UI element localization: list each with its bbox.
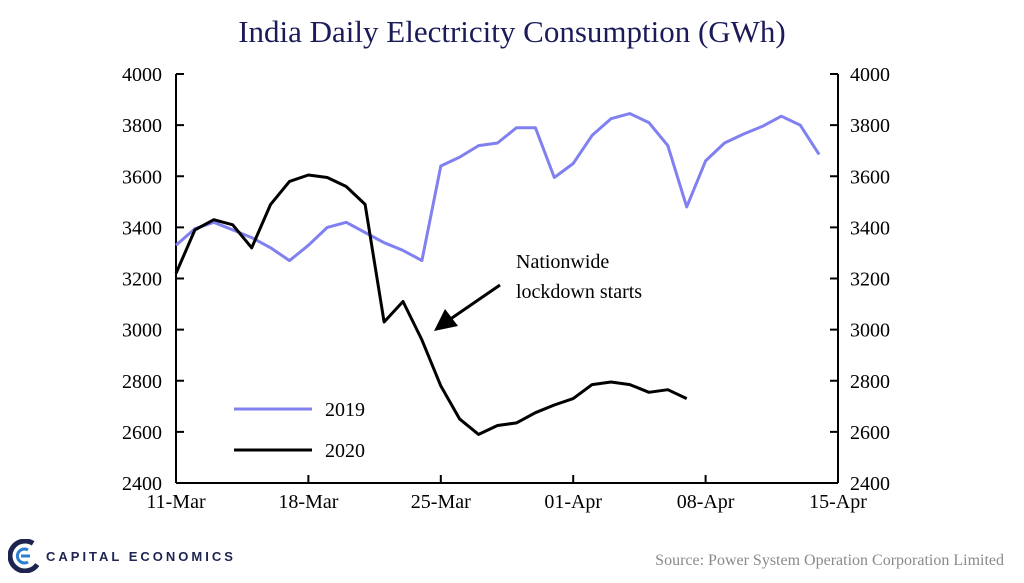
y-tick-label-right: 4000 [850, 64, 890, 86]
y-tick-label-left: 2800 [122, 371, 162, 393]
x-tick-label: 11-Mar [146, 491, 206, 513]
y-tick-label-right: 3000 [850, 320, 890, 342]
y-tick-label-right: 3600 [850, 166, 890, 188]
x-tick-label: 15-Apr [809, 491, 867, 513]
annotation-text: lockdown starts [516, 281, 642, 303]
annotation-arrow-head [434, 309, 458, 331]
x-tick-label: 25-Mar [411, 491, 471, 513]
series-line-2019 [175, 112, 821, 263]
y-tick-label-left: 3000 [122, 320, 162, 342]
x-tick-label: 08-Apr [677, 491, 735, 513]
legend-label-2020: 2020 [325, 440, 365, 462]
annotation-text: Nationwide [516, 251, 609, 273]
y-tick-label-left: 3400 [122, 217, 162, 239]
x-tick-label: 01-Apr [544, 491, 602, 513]
legend-label-2019: 2019 [325, 399, 365, 421]
y-tick-label-right: 3800 [850, 115, 890, 137]
y-tick-label-left: 4000 [122, 64, 162, 86]
source-note: Source: Power System Operation Corporati… [655, 552, 1004, 569]
y-tick-label-right: 2800 [850, 371, 890, 393]
chart-title: India Daily Electricity Consumption (GWh… [238, 14, 786, 49]
annotation-arrow-shaft [448, 283, 501, 322]
brand-name: CAPITAL ECONOMICS [46, 548, 236, 564]
y-tick-label-left: 2400 [122, 473, 162, 495]
capital-economics-logo-icon [8, 539, 42, 573]
y-tick-label-right: 3400 [850, 217, 890, 239]
y-tick-label-right: 2400 [850, 473, 890, 495]
y-tick-label-left: 3600 [122, 166, 162, 188]
x-tick-label: 18-Mar [278, 491, 338, 513]
y-tick-label-left: 2600 [122, 422, 162, 444]
y-tick-label-right: 2600 [850, 422, 890, 444]
y-tick-label-left: 3200 [122, 269, 162, 291]
series-line-2020 [174, 173, 688, 436]
y-tick-label-right: 3200 [850, 269, 890, 291]
brand-logo: CAPITAL ECONOMICS [8, 538, 236, 574]
y-tick-label-left: 3800 [122, 115, 162, 137]
